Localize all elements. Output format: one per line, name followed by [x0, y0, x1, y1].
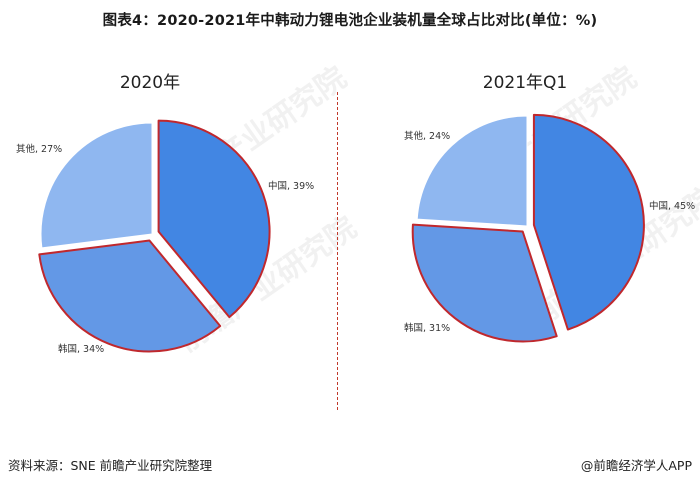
pie-slice-2020-0: [157, 119, 271, 319]
slice-label-2021q1-2: 其他, 24%: [404, 130, 450, 142]
pie-slice-2020-1: [38, 239, 222, 353]
chart-title-main: 图表4：2020-2021年中韩动力锂电池企业装机量全球占比对比(单位：%): [102, 13, 598, 29]
pie-slice-2021q1-1: [411, 223, 558, 343]
slice-label-2021q1-0: 中国, 45%: [649, 200, 695, 212]
credit-note: @前瞻经济学人APP: [580, 458, 692, 473]
slice-label-2021q1-1: 韩国, 31%: [404, 322, 450, 334]
pie-slice-2021q1-2: [416, 115, 528, 227]
divider-line: [337, 92, 338, 410]
slice-label-2020-2: 其他, 27%: [16, 143, 62, 155]
pie-slice-2020-2: [40, 122, 153, 249]
slice-label-2020-1: 韩国, 34%: [58, 343, 104, 355]
pie-slice-2021q1-0: [532, 113, 645, 331]
source-note: 资料来源：SNE 前瞻产业研究院整理: [8, 458, 213, 473]
pie-title-2021q1: 2021年Q1: [482, 73, 568, 93]
pie-title-2020: 2020年: [119, 73, 181, 93]
slice-label-2020-0: 中国, 39%: [268, 180, 314, 192]
